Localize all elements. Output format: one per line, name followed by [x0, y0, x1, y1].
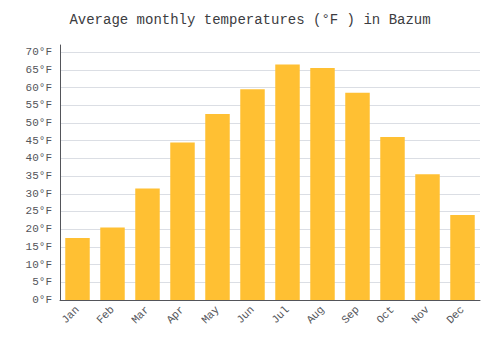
- svg-text:70°F: 70°F: [26, 46, 52, 58]
- svg-text:65°F: 65°F: [26, 64, 52, 76]
- svg-text:5°F: 5°F: [32, 276, 52, 288]
- svg-text:Dec: Dec: [444, 304, 466, 326]
- svg-text:55°F: 55°F: [26, 99, 52, 111]
- svg-text:30°F: 30°F: [26, 188, 52, 200]
- svg-text:Nov: Nov: [409, 303, 432, 326]
- svg-text:25°F: 25°F: [26, 205, 52, 217]
- svg-text:0°F: 0°F: [32, 294, 52, 306]
- svg-text:Apr: Apr: [164, 304, 186, 326]
- svg-text:Oct: Oct: [374, 304, 396, 326]
- svg-text:Jun: Jun: [234, 304, 256, 326]
- svg-text:Jan: Jan: [59, 304, 81, 326]
- svg-text:10°F: 10°F: [26, 259, 52, 271]
- svg-text:45°F: 45°F: [26, 135, 52, 147]
- svg-text:40°F: 40°F: [26, 152, 52, 164]
- svg-text:Feb: Feb: [94, 304, 116, 326]
- svg-text:60°F: 60°F: [26, 82, 52, 94]
- svg-text:Average monthly temperatures (: Average monthly temperatures (°F ) in Ba…: [69, 12, 430, 28]
- svg-text:15°F: 15°F: [26, 241, 52, 253]
- svg-text:Sep: Sep: [339, 304, 361, 326]
- svg-text:Aug: Aug: [304, 304, 326, 326]
- svg-text:Jul: Jul: [269, 304, 291, 326]
- svg-text:50°F: 50°F: [26, 117, 52, 129]
- svg-text:35°F: 35°F: [26, 170, 52, 182]
- svg-text:20°F: 20°F: [26, 223, 52, 235]
- svg-text:May: May: [199, 303, 222, 326]
- svg-text:Mar: Mar: [129, 304, 151, 326]
